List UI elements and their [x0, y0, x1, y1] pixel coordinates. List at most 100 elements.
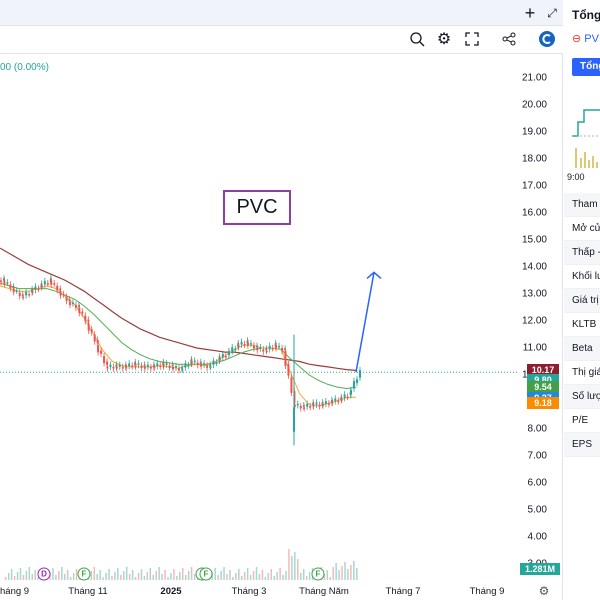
volume-bar — [214, 568, 216, 580]
panel-row-label: Giá trị — [564, 289, 600, 313]
candle-body — [246, 342, 249, 346]
plus-icon[interactable]: + — [524, 2, 536, 23]
candle-body — [228, 352, 231, 355]
share-icon[interactable] — [497, 26, 521, 52]
price-tick-label: 4.00 — [527, 531, 547, 543]
panel-row-label: KLTB — [564, 313, 600, 337]
volume-bar — [120, 575, 122, 580]
financial-event-icon[interactable]: F — [311, 567, 325, 581]
candle-body — [0, 280, 2, 283]
price-chart[interactable] — [0, 54, 518, 580]
candle-body — [240, 341, 243, 345]
candle-body — [172, 366, 174, 370]
chart-area[interactable]: + ⤢ ⚙ 00 (0.00%) 21.00 20.00 19.00 18.00 17.… — [0, 0, 563, 600]
panel-tab-button[interactable]: Tổng — [572, 58, 600, 76]
volume-bar — [96, 574, 98, 580]
panel-row-label: Tham — [564, 193, 600, 217]
panel-row-label: Mở cửa — [564, 217, 600, 241]
dividend-event-icon[interactable]: D — [37, 567, 51, 581]
candle-body — [315, 402, 318, 405]
clock-icon: ⊖ — [572, 33, 582, 45]
candle-body — [9, 284, 12, 289]
candle-body — [350, 390, 352, 394]
volume-bar — [167, 577, 169, 580]
candle-body — [143, 366, 146, 369]
volume-bar — [158, 567, 160, 580]
candle-body — [131, 365, 134, 368]
volume-bar — [297, 559, 299, 580]
expand-icon[interactable]: ⤢ — [547, 5, 557, 20]
candle-body — [309, 406, 312, 408]
candle-body — [87, 323, 90, 331]
volume-bar — [217, 575, 219, 580]
ma-long-line — [0, 247, 357, 371]
candle-body — [221, 353, 224, 358]
candle-body — [25, 291, 28, 296]
price-tick-label: 11.00 — [522, 342, 547, 354]
volume-bar — [335, 563, 337, 580]
volume-bar — [344, 562, 346, 580]
volume-bar — [267, 573, 270, 580]
volume-bar — [143, 576, 146, 580]
volume-bar — [329, 577, 331, 580]
fullscreen-icon[interactable] — [460, 26, 484, 52]
volume-bar — [16, 572, 19, 580]
logo-icon[interactable] — [535, 26, 559, 52]
camera-search-icon[interactable] — [405, 26, 429, 52]
volume-bar — [58, 571, 60, 580]
volume-bar — [187, 571, 190, 580]
price-axis[interactable]: 21.00 20.00 19.00 18.00 17.00 16.00 15.00 14.00… — [518, 54, 563, 574]
candle-body — [184, 363, 187, 368]
volume-bar — [261, 570, 264, 580]
candle-body — [22, 296, 25, 299]
financial-event-icon[interactable]: F — [199, 567, 213, 581]
candle-body — [321, 404, 324, 407]
candle-body — [234, 348, 237, 351]
volume-bar — [173, 569, 175, 580]
volume-bar — [146, 572, 149, 580]
volume-bar — [90, 571, 93, 580]
volume-bar — [270, 569, 272, 580]
volume-bar — [75, 569, 78, 580]
price-tag: 9.54 — [527, 381, 559, 394]
volume-bar — [252, 571, 255, 580]
time-tick-label: Tháng Năm — [299, 586, 349, 597]
axis-settings-icon[interactable]: ⚙ — [538, 584, 550, 598]
volume-bar — [125, 567, 128, 580]
volume-bar — [356, 568, 358, 580]
candle-body — [284, 350, 287, 366]
candle-body — [109, 364, 112, 367]
candle-body — [196, 362, 199, 366]
candle-body — [281, 348, 284, 351]
candle-body — [268, 345, 271, 350]
candle-body — [324, 401, 327, 405]
candle-body — [293, 404, 296, 407]
volume-bar — [353, 561, 355, 580]
symbol-annotation[interactable]: PVC — [223, 190, 291, 225]
gear-icon[interactable]: ⚙ — [436, 31, 452, 48]
candle-body — [346, 396, 349, 399]
candle-body — [106, 366, 109, 369]
financial-event-icon[interactable]: F — [77, 567, 91, 581]
panel-row-label: Thấp - — [564, 241, 600, 265]
panel-row-label: Thị giá — [564, 361, 600, 385]
volume-bar — [22, 575, 25, 580]
candle-body — [178, 368, 180, 371]
candle-body — [115, 366, 118, 369]
panel-symbol[interactable]: ⊖ PV — [572, 32, 599, 45]
candle-body — [34, 286, 37, 290]
volume-bar — [149, 568, 152, 580]
time-axis[interactable]: háng 9 Tháng 11 2025 Tháng 3 Tháng Năm Tháng … — [0, 580, 518, 600]
candle-body — [53, 283, 56, 285]
volume-bar — [294, 552, 296, 580]
volume-bar — [220, 571, 222, 580]
chart-toolbar: ⚙ — [0, 26, 563, 54]
volume-bar — [341, 566, 343, 580]
price-tick-label: 7.00 — [527, 450, 547, 462]
price-tick-label: 21.00 — [521, 72, 547, 84]
volume-bar — [13, 576, 16, 580]
candle-body — [15, 290, 18, 292]
price-tick-label: 16.00 — [521, 207, 547, 219]
volume-bar — [19, 568, 22, 580]
volume-bar — [226, 574, 228, 580]
